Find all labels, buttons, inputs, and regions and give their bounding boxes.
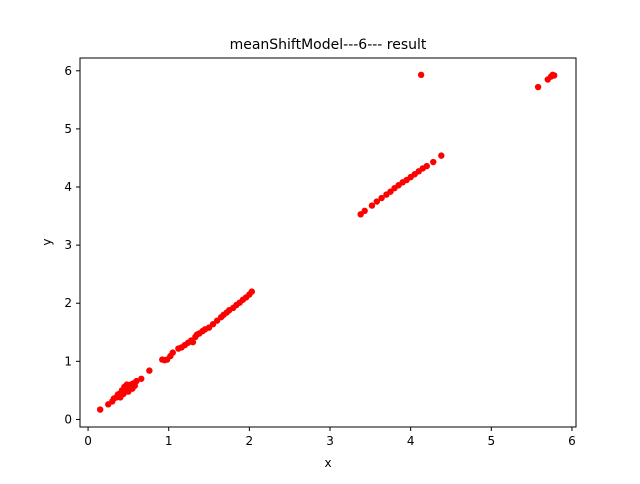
y-tick-label: 0 xyxy=(64,412,72,426)
y-tick-label: 4 xyxy=(64,180,72,194)
data-point xyxy=(368,202,376,209)
y-tick-label: 2 xyxy=(64,296,72,310)
plot-frame xyxy=(79,57,577,428)
data-point xyxy=(378,194,385,202)
data-points xyxy=(96,71,558,413)
x-tick-label: 0 xyxy=(84,434,92,448)
y-tick-label: 5 xyxy=(64,122,72,136)
data-point xyxy=(551,72,558,79)
x-axis-label: x xyxy=(324,456,331,470)
data-point xyxy=(146,367,153,374)
data-point xyxy=(248,288,255,295)
data-point xyxy=(189,338,197,346)
y-tick-label: 6 xyxy=(64,64,72,78)
x-tick-label: 2 xyxy=(246,434,254,448)
y-tick-label: 3 xyxy=(64,238,72,252)
x-tick-label: 3 xyxy=(326,434,334,448)
x-tick-label: 5 xyxy=(487,434,495,448)
data-point xyxy=(417,71,425,79)
axis-ticks: 0 1 2 3 4 5 6 0 1 2 3 4 5 6 xyxy=(64,64,575,448)
data-point xyxy=(96,406,104,413)
data-point xyxy=(534,83,542,91)
x-tick-label: 4 xyxy=(407,434,415,448)
chart-title: meanShiftModel---6--- result xyxy=(230,37,427,53)
y-axis-label: y xyxy=(40,238,54,245)
data-point xyxy=(373,198,380,205)
x-tick-label: 6 xyxy=(568,434,576,448)
y-tick-label: 1 xyxy=(64,354,72,368)
data-point xyxy=(133,377,140,385)
data-point xyxy=(438,152,445,159)
data-point xyxy=(430,158,437,166)
x-tick-label: 1 xyxy=(165,434,173,448)
data-point xyxy=(138,375,145,382)
data-point xyxy=(361,207,368,215)
data-point xyxy=(169,349,176,356)
data-point xyxy=(423,162,430,170)
